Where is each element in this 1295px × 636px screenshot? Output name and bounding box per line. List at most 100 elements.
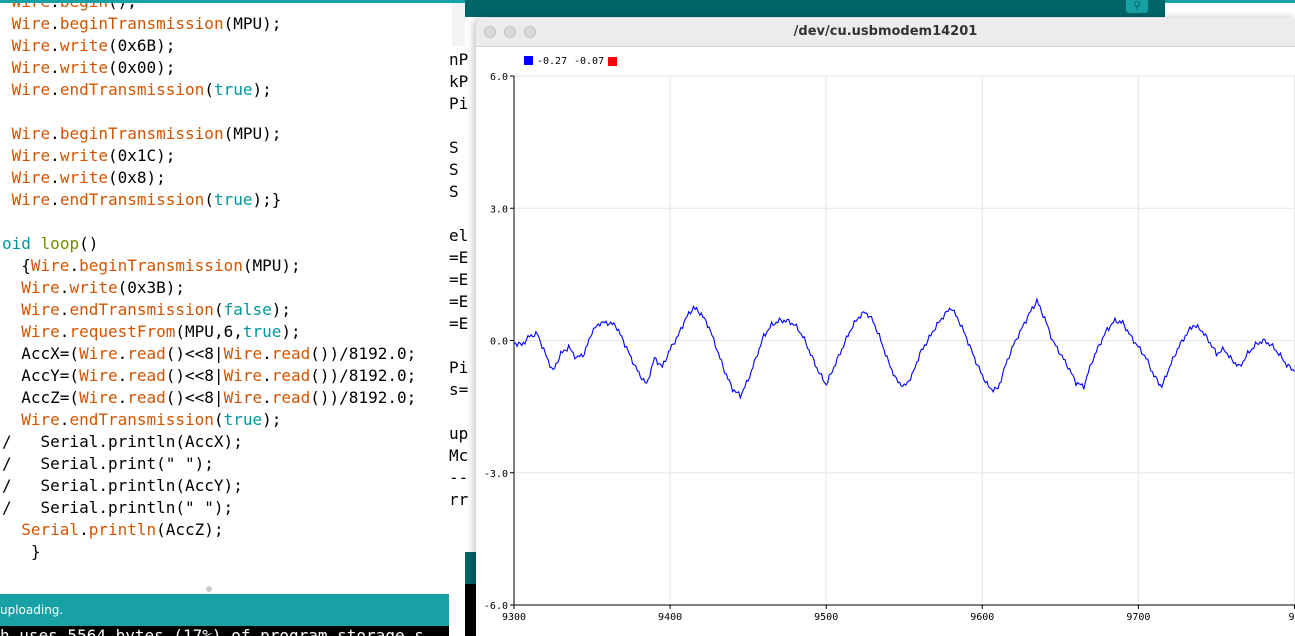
code-token: read — [271, 388, 311, 407]
code-line[interactable]: / Serial.println(" "); — [2, 497, 233, 519]
code-token: Wire — [2, 146, 51, 165]
x-tick-label: 9400 — [658, 612, 682, 623]
code-token: beginTransmission — [59, 14, 224, 33]
code-token: read — [127, 388, 166, 407]
code-token: (0x00); — [107, 58, 176, 77]
code-line[interactable]: Wire.write(0x00); — [2, 57, 176, 79]
code-token: . — [262, 366, 272, 385]
background-code-fragment: =E — [449, 292, 469, 311]
y-tick-label: 3.0 — [490, 204, 508, 215]
code-token: read — [271, 366, 311, 385]
code-token: ())/8192.0; — [310, 344, 417, 363]
code-token: / Serial.println(AccX); — [2, 432, 243, 451]
code-token: oid — [2, 234, 31, 253]
code-token: ( — [204, 80, 214, 99]
code-token: (MPU); — [223, 14, 282, 33]
code-token: Wire — [2, 14, 51, 33]
code-token: AccX=( — [2, 344, 80, 363]
code-line[interactable]: Wire.endTransmission(false); — [2, 299, 291, 321]
code-token: Wire — [2, 322, 60, 341]
x-tick-label: 9600 — [970, 612, 994, 623]
code-line[interactable]: Wire.write(0x1C); — [2, 145, 176, 167]
background-console-strip — [465, 584, 477, 636]
code-token: Serial — [2, 520, 80, 539]
code-token: } — [2, 542, 41, 561]
code-token: ()<<8| — [165, 366, 224, 385]
y-tick-label: -6.0 — [484, 601, 508, 612]
code-token: ())/8192.0; — [310, 388, 417, 407]
background-code-fragment: S — [449, 138, 459, 157]
code-line[interactable]: / Serial.print(" "); — [2, 453, 214, 475]
code-line[interactable]: Wire.beginTransmission(MPU); — [2, 13, 282, 35]
code-line[interactable]: Wire.endTransmission(true); — [2, 79, 272, 101]
minimize-window-button[interactable] — [504, 26, 516, 38]
code-token: write — [59, 36, 108, 55]
background-toolbar-edge — [1165, 0, 1295, 3]
code-token: Wire — [223, 366, 263, 385]
code-line[interactable]: Wire.requestFrom(MPU,6,true); — [2, 321, 300, 343]
code-token: ( — [213, 300, 224, 319]
code-line[interactable]: oid loop() — [2, 233, 98, 255]
code-token: Wire — [2, 124, 51, 143]
serial-plotter-window: /dev/cu.usbmodem14201 6.0 3.0 0.0 -3.0 -6.0 9… — [476, 18, 1295, 636]
code-line[interactable]: Serial.println(AccZ); — [2, 519, 223, 541]
code-token: . — [59, 410, 70, 429]
zoom-window-button[interactable] — [524, 26, 536, 38]
code-line[interactable]: / Serial.println(AccX); — [2, 431, 243, 453]
code-token: true — [242, 322, 282, 341]
code-line[interactable]: Wire.begin(); — [2, 0, 137, 13]
code-token: write — [69, 278, 118, 297]
code-line[interactable]: } — [2, 541, 41, 563]
code-line[interactable]: Wire.write(0x8); — [2, 167, 166, 189]
code-token: (0x1C); — [107, 146, 176, 165]
code-token: (0x8); — [107, 168, 166, 187]
code-token: . — [262, 388, 272, 407]
legend-swatch — [608, 57, 617, 66]
code-editor[interactable]: Wire.begin(); Wire.beginTransmission(MPU… — [0, 0, 452, 586]
code-token: Wire — [2, 168, 51, 187]
code-token: / Serial.println(AccY); — [2, 476, 243, 495]
code-line[interactable]: Wire.endTransmission(true); — [2, 409, 281, 431]
code-token: beginTransmission — [59, 124, 224, 143]
code-line[interactable]: AccZ=(Wire.read()<<8|Wire.read())/8192.0… — [2, 387, 416, 409]
legend-swatch — [524, 56, 533, 65]
background-code-fragment: =E — [449, 248, 469, 267]
code-line[interactable]: AccY=(Wire.read()<<8|Wire.read())/8192.0… — [2, 365, 416, 387]
x-tick-label: 9300 — [502, 612, 526, 623]
code-token: (MPU); — [223, 124, 282, 143]
code-line[interactable]: / Serial.println(AccY); — [2, 475, 243, 497]
code-line[interactable]: Wire.write(0x6B); — [2, 35, 176, 57]
pane-resize-handle[interactable] — [206, 586, 212, 592]
code-line[interactable]: Wire.write(0x3B); — [2, 277, 185, 299]
x-tick-label: 9700 — [1126, 612, 1150, 623]
code-token: . — [50, 124, 60, 143]
code-token: AccY=( — [2, 366, 80, 385]
code-token: . — [50, 190, 60, 209]
code-token: endTransmission — [59, 80, 205, 99]
background-code-fragment: el — [449, 226, 469, 245]
legend: -0.27 -0.07 — [524, 56, 617, 67]
code-token: read — [127, 366, 166, 385]
code-token: . — [117, 344, 128, 363]
code-token: write — [59, 58, 108, 77]
code-token: { — [2, 256, 31, 275]
code-token: true — [223, 410, 263, 429]
code-token: Wire — [2, 278, 60, 297]
background-code-fragment: =E — [449, 270, 469, 289]
plotter-titlebar[interactable]: /dev/cu.usbmodem14201 — [476, 18, 1295, 47]
code-token: true — [213, 190, 253, 209]
code-line[interactable]: Wire.endTransmission(true);} — [2, 189, 282, 211]
code-token: . — [117, 366, 128, 385]
y-tick-label: 6.0 — [490, 72, 508, 83]
code-token: . — [50, 168, 60, 187]
y-tick-label: 0.0 — [490, 337, 508, 348]
code-line[interactable]: {Wire.beginTransmission(MPU); — [2, 255, 300, 277]
code-token: beginTransmission — [79, 256, 243, 275]
code-line[interactable]: Wire.beginTransmission(MPU); — [2, 123, 282, 145]
serial-monitor-icon[interactable]: ⚲ — [1126, 0, 1148, 13]
code-token: loop — [40, 234, 80, 253]
close-window-button[interactable] — [484, 26, 496, 38]
code-token: Wire — [2, 80, 51, 99]
code-line[interactable]: AccX=(Wire.read()<<8|Wire.read())/8192.0… — [2, 343, 416, 365]
